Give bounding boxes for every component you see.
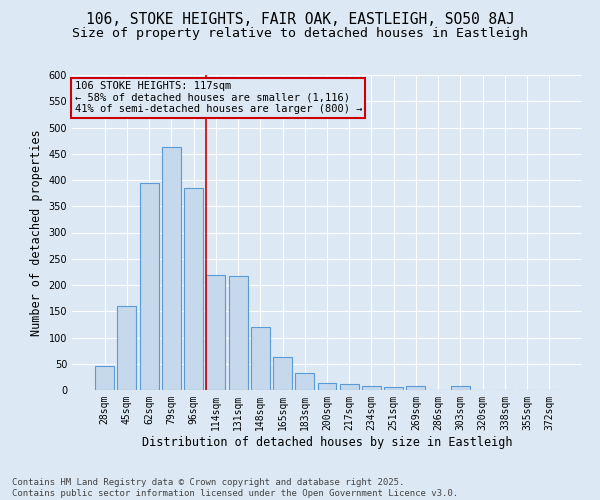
Bar: [229, 276, 248, 390]
Bar: [140, 182, 158, 390]
Bar: [118, 306, 136, 390]
Y-axis label: Number of detached properties: Number of detached properties: [30, 129, 43, 336]
Text: 106, STOKE HEIGHTS, FAIR OAK, EASTLEIGH, SO50 8AJ: 106, STOKE HEIGHTS, FAIR OAK, EASTLEIGH,…: [86, 12, 514, 28]
Bar: [406, 386, 425, 390]
Bar: [184, 188, 203, 390]
Text: Size of property relative to detached houses in Eastleigh: Size of property relative to detached ho…: [72, 28, 528, 40]
Bar: [206, 274, 225, 390]
Bar: [95, 366, 114, 390]
Bar: [340, 384, 359, 390]
X-axis label: Distribution of detached houses by size in Eastleigh: Distribution of detached houses by size …: [142, 436, 512, 448]
Bar: [295, 372, 314, 390]
Bar: [251, 327, 270, 390]
Text: Contains HM Land Registry data © Crown copyright and database right 2025.
Contai: Contains HM Land Registry data © Crown c…: [12, 478, 458, 498]
Bar: [384, 388, 403, 390]
Bar: [162, 148, 181, 390]
Bar: [273, 357, 292, 390]
Bar: [317, 383, 337, 390]
Text: 106 STOKE HEIGHTS: 117sqm
← 58% of detached houses are smaller (1,116)
41% of se: 106 STOKE HEIGHTS: 117sqm ← 58% of detac…: [74, 82, 362, 114]
Bar: [362, 386, 381, 390]
Bar: [451, 386, 470, 390]
